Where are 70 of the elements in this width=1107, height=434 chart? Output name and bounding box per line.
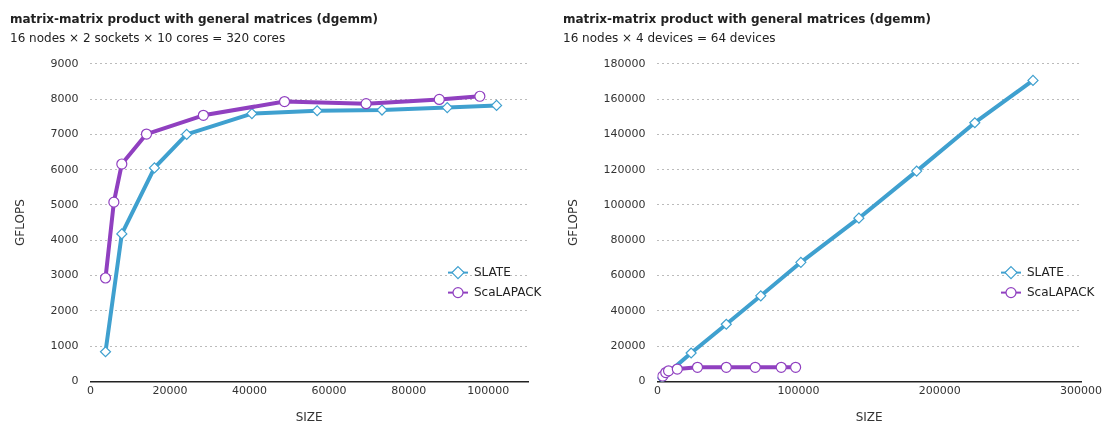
y-tick-label: 2000 xyxy=(50,303,79,317)
y-tick-label: 0 xyxy=(638,374,646,388)
y-tick-label: 20000 xyxy=(610,338,646,352)
point xyxy=(140,128,153,140)
legend-label: SLATE xyxy=(474,264,511,279)
point xyxy=(99,346,112,358)
point xyxy=(720,361,732,373)
y-tick-label: 8000 xyxy=(50,91,79,105)
y-axis-title: GFLOPS xyxy=(566,199,581,246)
y-tick-label: 40000 xyxy=(610,303,646,317)
point xyxy=(853,212,865,224)
chart-subtitle: 16 nodes × 2 sockets × 10 cores = 320 cores xyxy=(10,30,286,45)
y-tick-label: 120000 xyxy=(603,162,646,176)
point xyxy=(197,109,209,121)
y-tick-label: 1000 xyxy=(50,338,79,352)
x-tick-label: 40000 xyxy=(232,383,268,397)
point xyxy=(278,95,291,108)
y-tick-label: 160000 xyxy=(603,91,646,105)
point xyxy=(795,256,807,268)
point xyxy=(749,361,761,373)
point xyxy=(790,361,802,373)
point xyxy=(1027,74,1039,86)
y-tick-label: 4000 xyxy=(50,233,79,247)
point xyxy=(99,272,112,284)
point xyxy=(433,93,445,106)
point xyxy=(720,318,732,330)
point xyxy=(376,104,388,116)
legend-label: SLATE xyxy=(1027,264,1064,279)
y-tick-label: 3000 xyxy=(50,268,79,282)
point xyxy=(911,165,923,177)
y-tick-label: 7000 xyxy=(50,127,79,141)
y-tick-label: 6000 xyxy=(50,162,79,176)
x-tick-label: 0 xyxy=(86,383,94,397)
chart-subtitle: 16 nodes × 4 devices = 64 devices xyxy=(563,30,776,45)
legend-label: ScaLAPACK xyxy=(1027,284,1096,299)
x-tick-label: 80000 xyxy=(391,383,427,397)
point xyxy=(116,228,128,240)
point xyxy=(691,361,704,373)
y-tick-label: 80000 xyxy=(610,233,646,247)
y-tick-label: 5000 xyxy=(50,197,79,211)
y-tick-label: 140000 xyxy=(603,127,646,141)
x-tick-label: 100000 xyxy=(467,383,510,397)
x-tick-label: 100000 xyxy=(777,383,820,397)
point xyxy=(360,98,372,110)
point xyxy=(969,117,981,129)
x-tick-label: 60000 xyxy=(311,383,347,397)
point xyxy=(474,90,486,102)
y-tick-label: 180000 xyxy=(603,56,646,70)
y-tick-label: 60000 xyxy=(610,268,646,282)
point xyxy=(181,128,193,140)
y-axis-title: GFLOPS xyxy=(13,199,28,246)
chart-title: matrix-matrix product with general matrices (dgemm) xyxy=(563,12,931,27)
point xyxy=(671,363,683,375)
point xyxy=(108,196,120,208)
x-tick-label: 300000 xyxy=(1060,383,1102,397)
x-axis-title: SIZE xyxy=(295,409,323,424)
point xyxy=(685,347,697,359)
point xyxy=(755,290,767,302)
y-tick-label: 100000 xyxy=(603,197,646,211)
x-tick-label: 0 xyxy=(653,383,661,397)
legend-label: ScaLAPACK xyxy=(474,284,543,299)
chart-title: matrix-matrix product with general matrices (dgemm) xyxy=(10,12,378,27)
y-tick-label: 9000 xyxy=(50,56,79,70)
x-tick-label: 200000 xyxy=(918,383,961,397)
x-tick-label: 20000 xyxy=(152,383,188,397)
point xyxy=(148,162,161,174)
point xyxy=(775,361,787,373)
x-axis-title: SIZE xyxy=(855,409,883,424)
y-tick-label: 0 xyxy=(71,374,79,388)
point xyxy=(116,158,128,170)
